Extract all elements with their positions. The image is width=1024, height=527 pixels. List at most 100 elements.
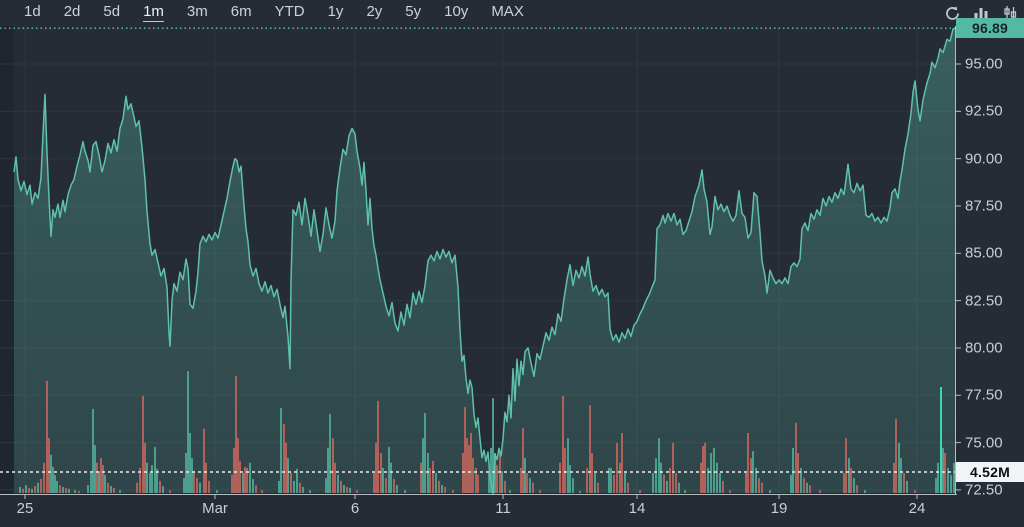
y-axis-label: 85.00: [965, 244, 1003, 262]
volume-bar: [608, 467, 610, 493]
volume-bar: [441, 485, 443, 493]
volume-bar: [494, 453, 496, 493]
volume-bar: [119, 490, 121, 493]
volume-bar: [146, 462, 148, 493]
range-5d[interactable]: 5d: [103, 3, 121, 20]
volume-bar: [809, 485, 811, 493]
volume-bar: [299, 482, 301, 493]
volume-bar: [900, 458, 902, 493]
volume-bar: [532, 482, 534, 493]
volume-bar: [199, 482, 201, 493]
volume-bar: [22, 488, 24, 493]
plot-left-margin: [0, 26, 14, 494]
range-10y[interactable]: 10y: [444, 3, 469, 20]
volume-bar: [424, 413, 426, 493]
x-axis-label: 19: [770, 500, 788, 517]
range-5y[interactable]: 5y: [405, 3, 422, 20]
volume-bar: [492, 398, 494, 493]
volume-bar: [684, 490, 686, 493]
volume-bar: [332, 438, 334, 493]
x-axis-label: 6: [350, 500, 360, 517]
volume-bar: [287, 458, 289, 493]
volume-bar: [185, 453, 187, 493]
volume-bar: [758, 478, 760, 493]
volume-bar: [663, 474, 665, 493]
volume-bar: [468, 445, 470, 493]
volume-bar: [346, 486, 348, 493]
volume-bar: [162, 486, 164, 493]
volume-bar: [947, 467, 949, 493]
volume-bar: [496, 465, 498, 493]
volume-bar: [845, 438, 847, 493]
volume-bar: [139, 467, 141, 493]
volume-bar: [579, 491, 581, 493]
volume-bar: [597, 482, 599, 493]
volume-bar: [78, 491, 80, 493]
volume-bar: [499, 453, 501, 493]
volume-bar: [203, 428, 205, 493]
volume-bar: [25, 485, 27, 493]
volume-bar: [803, 478, 805, 493]
volume-bar: [239, 460, 241, 493]
volume-bar: [96, 462, 98, 493]
range-1y[interactable]: 1y: [327, 3, 344, 20]
volume-bar: [43, 462, 45, 493]
volume-bar: [375, 442, 377, 493]
range-2y[interactable]: 2y: [366, 3, 383, 20]
volume-bar: [349, 487, 351, 493]
volume-bar: [278, 480, 280, 493]
range-ytd[interactable]: YTD: [274, 3, 305, 20]
volume-bar: [52, 466, 54, 493]
volume-bar: [159, 480, 161, 493]
y-axis-label: 77.50: [965, 386, 1003, 404]
range-6m[interactable]: 6m: [230, 3, 252, 20]
x-axis-label: 24: [908, 500, 926, 517]
range-3m[interactable]: 3m: [186, 3, 208, 20]
range-1m[interactable]: 1m: [143, 3, 164, 22]
volume-bar: [843, 473, 845, 493]
volume-bar: [466, 438, 468, 493]
volume-bar: [216, 490, 218, 493]
volume-bar: [850, 467, 852, 493]
volume-bar: [290, 473, 292, 493]
volume-bar: [470, 433, 472, 493]
x-axis-label: 11: [495, 500, 511, 517]
volume-bar: [62, 486, 64, 493]
volume-bar: [193, 471, 195, 493]
range-max[interactable]: MAX: [491, 3, 524, 20]
volume-bar: [559, 462, 561, 493]
volume-bar: [422, 438, 424, 493]
range-2d[interactable]: 2d: [63, 3, 81, 20]
volume-bar: [655, 458, 657, 493]
volume-bar: [92, 408, 94, 493]
volume-bar: [377, 400, 379, 493]
volume-bar: [233, 447, 235, 493]
volume-bar: [231, 474, 233, 493]
volume-bar: [261, 490, 263, 493]
volume-bar: [895, 419, 897, 493]
candlestick-icon[interactable]: [1000, 3, 1020, 23]
volume-bar: [196, 478, 198, 493]
y-axis-label: 72.50: [965, 481, 1003, 499]
volume-bar: [438, 480, 440, 493]
range-1d[interactable]: 1d: [24, 3, 41, 20]
volume-bar: [745, 473, 747, 493]
volume-bar: [675, 473, 677, 493]
volume-bar: [658, 438, 660, 493]
bar-chart-icon[interactable]: [971, 3, 991, 23]
volume-bar: [864, 490, 866, 493]
volume-bar: [19, 486, 21, 493]
volume-bar: [56, 480, 58, 493]
volume-bar: [490, 447, 492, 493]
y-axis-label: 87.50: [965, 197, 1003, 215]
volume-bar: [800, 467, 802, 493]
volume-bar: [562, 395, 564, 493]
volume-bar: [856, 485, 858, 493]
refresh-icon[interactable]: [942, 3, 962, 23]
volume-bar: [722, 480, 724, 493]
volume-bar: [795, 422, 797, 493]
volume-bar: [914, 490, 916, 493]
volume-bar: [953, 462, 955, 493]
volume-bar: [37, 482, 39, 493]
